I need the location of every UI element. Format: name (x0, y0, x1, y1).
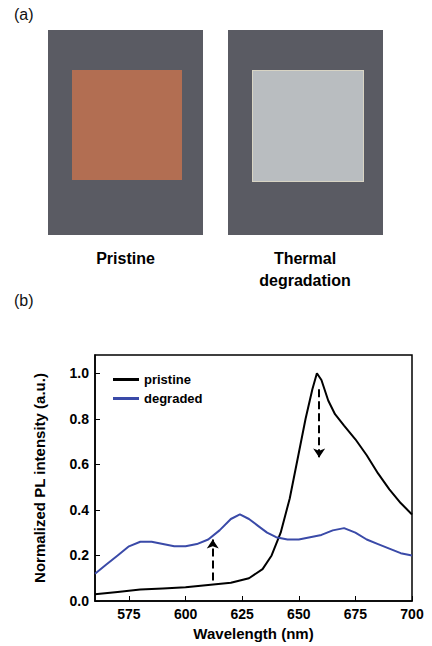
svg-text:Wavelength (nm): Wavelength (nm) (193, 625, 313, 642)
svg-text:0.4: 0.4 (70, 502, 90, 518)
svg-text:1.0: 1.0 (70, 365, 90, 381)
svg-text:0.2: 0.2 (70, 547, 90, 563)
svg-text:degraded: degraded (144, 391, 203, 406)
svg-text:pristine: pristine (144, 372, 191, 387)
svg-text:575: 575 (117, 606, 141, 622)
html-text:(b): (b) (14, 292, 34, 309)
svg-text:675: 675 (344, 606, 368, 622)
svg-text:0.8: 0.8 (70, 411, 90, 427)
svg-text:650: 650 (287, 606, 311, 622)
html-text:Thermal degradation: Thermal degradation (259, 250, 351, 289)
html-text:(a): (a) (14, 6, 34, 23)
svg-text:600: 600 (174, 606, 198, 622)
svg-text:625: 625 (230, 606, 254, 622)
svg-text:Normalized PL intensity (a.u.): Normalized PL intensity (a.u.) (31, 373, 48, 583)
svg-text:0.0: 0.0 (70, 593, 90, 609)
svg-text:0.6: 0.6 (70, 456, 90, 472)
svg-text:700: 700 (400, 606, 424, 622)
html-text:Pristine: Pristine (96, 250, 155, 267)
